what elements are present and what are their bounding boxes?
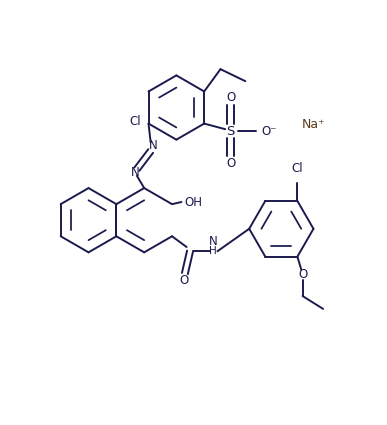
Text: Cl: Cl <box>291 162 303 175</box>
Text: O: O <box>226 91 235 105</box>
Text: O⁻: O⁻ <box>262 125 277 138</box>
Text: N: N <box>130 166 139 179</box>
Text: O: O <box>180 274 188 287</box>
Text: S: S <box>226 125 235 138</box>
Text: N: N <box>149 139 157 153</box>
Text: O: O <box>298 268 307 281</box>
Text: Cl: Cl <box>129 115 141 128</box>
Text: O: O <box>226 156 235 170</box>
Text: H: H <box>209 246 217 256</box>
Text: OH: OH <box>184 196 202 209</box>
Text: N: N <box>209 235 217 248</box>
Text: Na⁺: Na⁺ <box>301 119 325 131</box>
